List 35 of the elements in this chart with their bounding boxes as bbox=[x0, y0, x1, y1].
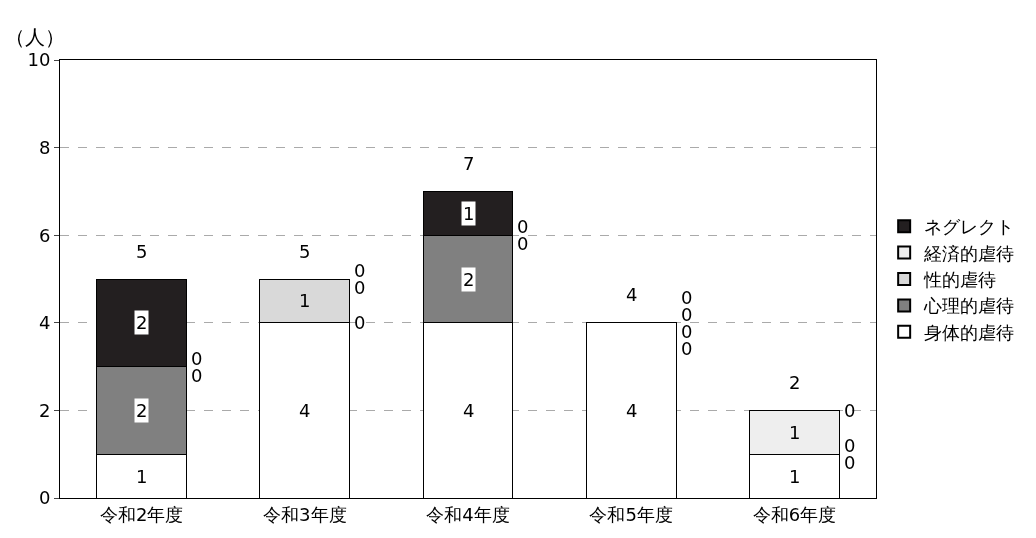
data-label: 1 bbox=[789, 422, 801, 443]
data-label: 2 bbox=[136, 400, 148, 421]
data-label: 1 bbox=[789, 466, 801, 487]
x-tick-label: 令和6年度 bbox=[752, 503, 837, 525]
data-label: 4 bbox=[626, 400, 638, 421]
legend-label: ネグレクト bbox=[924, 216, 1015, 238]
y-axis-title: （人） bbox=[5, 25, 65, 49]
total-label: 7 bbox=[463, 153, 475, 174]
annotation: 0 bbox=[844, 400, 856, 421]
y-tick-label: 10 bbox=[27, 49, 51, 71]
y-tick-label: 4 bbox=[38, 312, 51, 334]
y-tick-label: 0 bbox=[38, 487, 51, 509]
legend-label: 心理的虐待 bbox=[923, 295, 1015, 317]
x-tick-label: 令和4年度 bbox=[426, 503, 510, 525]
x-tick-label: 令和2年度 bbox=[99, 503, 184, 525]
total-label: 5 bbox=[136, 241, 148, 262]
data-label: 2 bbox=[463, 269, 475, 290]
data-label: 1 bbox=[299, 290, 311, 311]
legend-label: 経済的虐待 bbox=[923, 242, 1015, 264]
y-tick-label: 8 bbox=[38, 136, 51, 158]
y-tick-label: 2 bbox=[38, 399, 51, 421]
data-label: 4 bbox=[299, 400, 311, 421]
annotation: 0 bbox=[354, 312, 366, 333]
total-label: 2 bbox=[789, 372, 801, 393]
data-label: 2 bbox=[136, 312, 148, 333]
total-label: 4 bbox=[626, 284, 638, 305]
data-label: 4 bbox=[463, 400, 475, 421]
x-tick-label: 令和3年度 bbox=[263, 503, 347, 525]
data-label: 1 bbox=[136, 466, 148, 487]
data-label: 1 bbox=[463, 203, 475, 224]
total-label: 5 bbox=[299, 241, 311, 262]
legend-label: 身体的虐待 bbox=[924, 321, 1015, 343]
x-tick-label: 令和5年度 bbox=[589, 503, 673, 525]
legend-label: 性的虐待 bbox=[923, 269, 997, 291]
y-tick-label: 6 bbox=[38, 224, 51, 246]
